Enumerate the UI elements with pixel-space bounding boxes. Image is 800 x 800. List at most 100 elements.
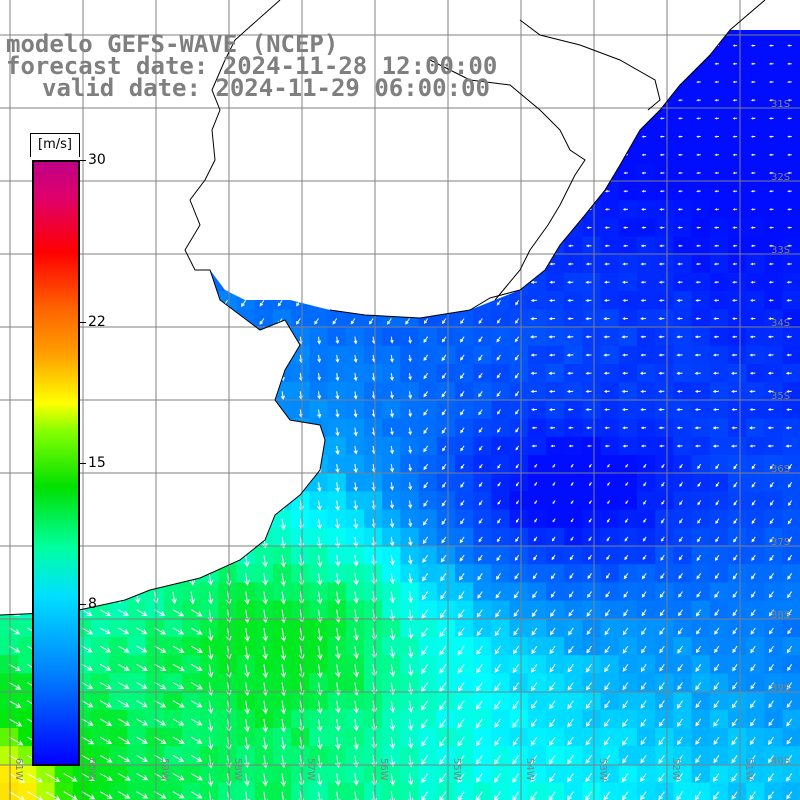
wind-arrow [533,536,538,542]
wind-arrow [460,463,465,470]
wind-arrow [548,371,556,375]
wind-arrow [697,482,702,487]
wind-arrow [549,298,556,302]
wind-arrow [678,153,683,156]
latitude-label: 34S [771,318,790,329]
wind-arrow [316,591,323,605]
wind-arrow [715,518,720,524]
wind-arrow [749,353,756,357]
wind-arrow [585,353,592,357]
wind-arrow [787,117,792,120]
wind-arrow [769,135,774,138]
wind-speed-cell [673,782,693,800]
wind-arrow [622,408,628,412]
wind-arrow [280,591,287,605]
wind-arrow [733,554,738,561]
wind-speed-cell [455,782,474,800]
wind-arrow [677,262,683,266]
wind-speed-cell [764,145,784,165]
wind-arrow [623,171,628,175]
wind-arrow [390,373,394,382]
wind-arrow [478,354,483,361]
wind-speed-cell [709,382,729,401]
wind-arrow [441,427,447,434]
wind-arrow [658,262,665,266]
wind-arrow [677,280,683,284]
wind-speed-cell [637,218,656,238]
wind-arrow [335,391,340,400]
wind-arrow [408,518,413,528]
wind-arrow [241,300,247,308]
wind-speed-cell [546,418,565,438]
wind-arrow [750,317,756,320]
wind-arrow [624,554,629,561]
wind-arrow [643,482,647,487]
wind-arrow [423,318,429,325]
wind-speed-cell [764,91,784,110]
wind-arrow [697,500,702,506]
wind-arrow [678,99,683,102]
wind-arrow [189,591,196,605]
wind-arrow [732,190,738,193]
wind-speed-cell [709,200,729,219]
wind-arrow [713,299,719,302]
wind-arrow [441,336,447,343]
wind-arrow [767,353,774,357]
wind-speed-cell [564,418,583,438]
wind-arrow [531,426,537,430]
wind-speed-cell [546,291,565,310]
wind-arrow [515,409,520,415]
wind-arrow [531,408,537,412]
wind-arrow [603,353,610,357]
wind-arrow [769,44,774,47]
longitude-label: 59W [159,758,170,781]
wind-arrow [570,463,574,468]
wind-arrow [641,135,647,138]
wind-arrow [787,244,792,248]
wind-arrow [750,244,756,247]
wind-arrow [749,335,756,339]
wind-arrow [769,244,774,247]
wind-arrow [353,591,359,605]
wind-speed-cell [600,436,620,456]
wind-arrow [423,372,429,380]
wind-arrow [478,318,483,324]
wind-arrow [787,190,792,193]
wind-arrow [678,591,683,598]
wind-speed-cell [582,345,602,365]
wind-arrow [568,609,574,617]
wind-speed-cell [728,218,747,238]
wind-arrow [389,591,396,604]
wind-arrow [335,354,340,363]
wind-arrow [478,536,483,543]
wind-arrow [497,518,501,524]
wind-speed-cell [655,127,674,147]
wind-speed-cell [618,309,638,329]
wind-arrow [750,80,756,84]
wind-arrow [604,444,610,448]
wind-arrow [714,591,720,599]
wind-arrow [494,627,501,637]
wind-speed-cell [600,782,620,800]
wind-arrow [786,317,792,320]
wind-arrow [732,135,738,138]
wind-arrow [750,609,756,617]
wind-arrow [787,99,792,102]
wind-arrow [625,482,629,486]
wind-speed-cell [655,273,674,292]
wind-arrow [715,463,720,470]
wind-arrow [712,408,719,412]
wind-arrow [767,335,774,339]
wind-speed-cell [764,309,784,329]
wind-arrow [588,518,592,523]
wind-arrow [496,318,501,324]
wind-speed-cell [655,345,674,365]
wind-arrow [513,645,520,655]
wind-arrow [696,226,701,229]
wind-speed-cell [600,345,620,365]
longitude-label: 52W [670,758,681,781]
wind-arrow [678,190,683,193]
wind-speed-cell [709,145,729,165]
wind-speed-cell [673,327,693,347]
wind-arrow [732,99,738,102]
